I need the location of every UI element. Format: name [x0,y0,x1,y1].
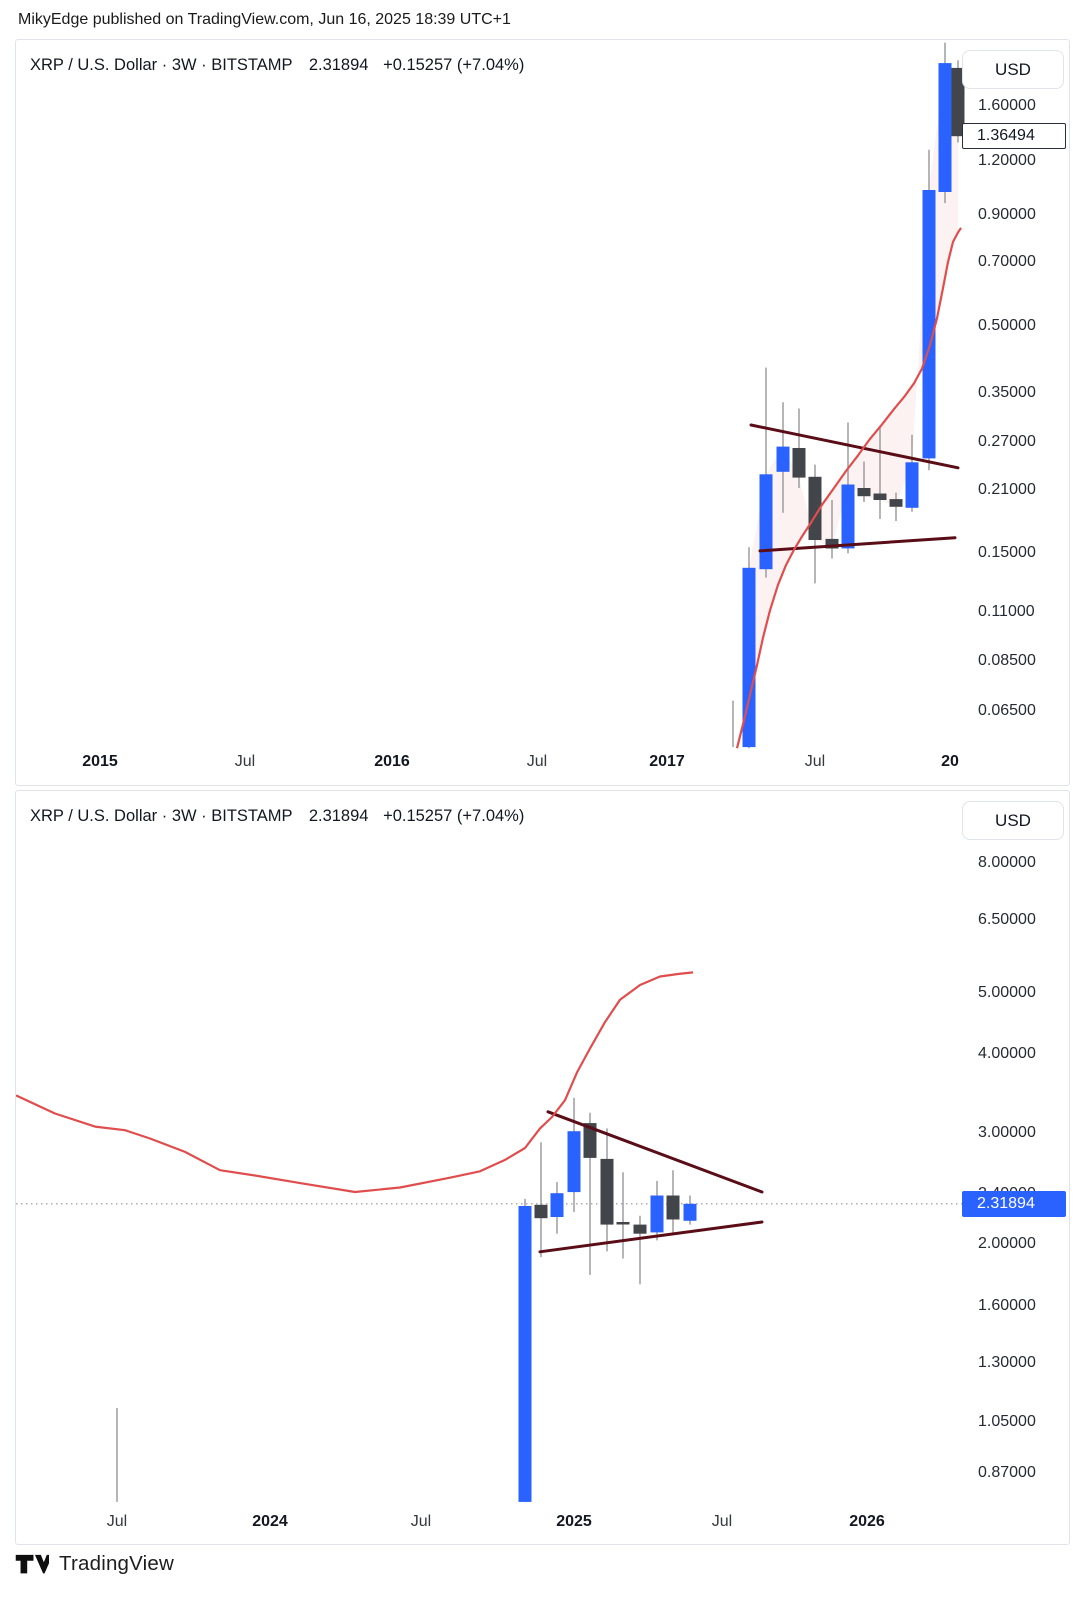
tradingview-attribution[interactable]: TradingView [15,1552,174,1576]
title-last-price: 2.31894 [308,807,369,825]
currency-toggle-button[interactable]: USD [962,50,1064,89]
currency-toggle-button[interactable]: USD [962,801,1064,840]
current-price-badge: 2.31894 [962,1190,1066,1217]
last-price-label: 1.36494 [962,123,1066,150]
title-change: +0.15257 (+7.04%) [383,807,525,825]
candlestick-chart-top [732,42,965,749]
title-last-price: 2.31894 [308,56,369,74]
symbol-title: XRP / U.S. Dollar · 3W · BITSTAMP [30,807,293,825]
title-change: +0.15257 (+7.04%) [383,56,525,74]
chart-panel-top: XRP / U.S. Dollar · 3W · BITSTAMP 2.3189… [15,39,1070,786]
symbol-title: XRP / U.S. Dollar · 3W · BITSTAMP [30,56,293,74]
chart-panel-bottom: XRP / U.S. Dollar · 3W · BITSTAMP 2.3189… [15,790,1070,1545]
chart-title: XRP / U.S. Dollar · 3W · BITSTAMP 2.3189… [30,807,524,826]
tradingview-logo-icon [15,1554,49,1573]
chart-title: XRP / U.S. Dollar · 3W · BITSTAMP 2.3189… [30,56,524,75]
attribution-text: MikyEdge published on TradingView.com, J… [18,11,511,28]
candlestick-chart-bottom [16,971,963,1502]
tradingview-logo-text: TradingView [59,1552,175,1575]
